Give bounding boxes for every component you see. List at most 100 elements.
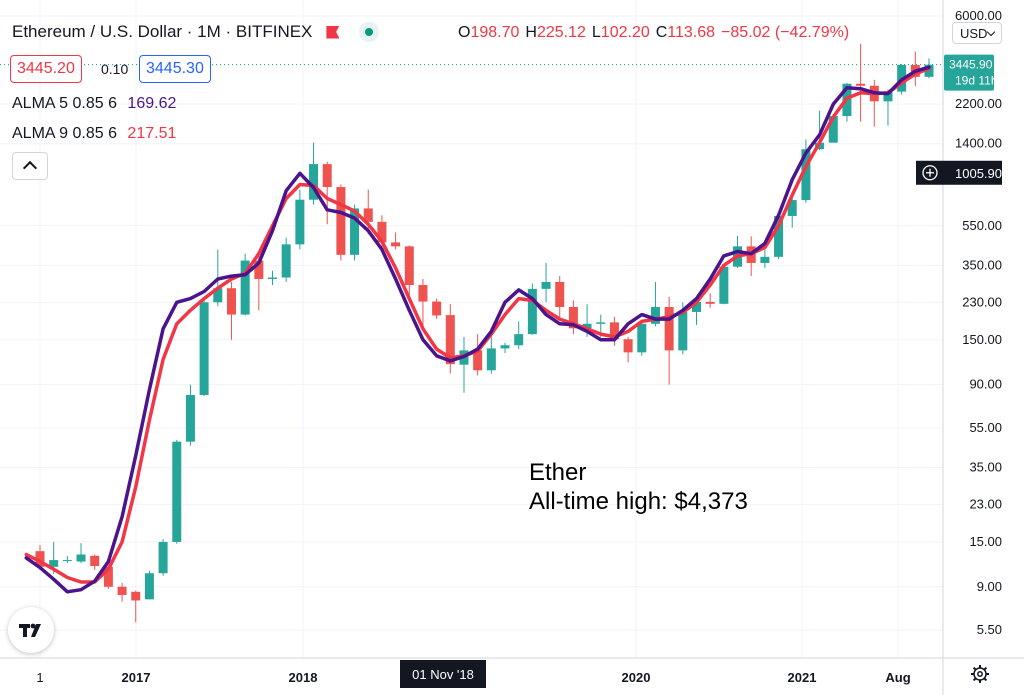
indicator-alma5[interactable]: ALMA 5 0.85 6 169.62 bbox=[12, 95, 176, 113]
candle-body bbox=[350, 208, 360, 255]
candle-body bbox=[144, 573, 154, 600]
price-tick-label: 15.00 bbox=[969, 534, 1002, 549]
bid-price-button[interactable]: 3445.20 bbox=[10, 55, 82, 83]
candle-body bbox=[637, 323, 647, 353]
candle-body bbox=[62, 560, 72, 562]
time-tick-label: Aug bbox=[885, 670, 910, 685]
candle-body bbox=[158, 541, 168, 574]
candle-body bbox=[445, 315, 455, 365]
candle-body bbox=[787, 200, 797, 216]
candle-body bbox=[828, 116, 838, 143]
indicator-alma9-label: ALMA 9 0.85 6 bbox=[12, 125, 117, 142]
time-tick-label: 2018 bbox=[289, 670, 318, 685]
price-tick-label: 150.00 bbox=[962, 332, 1002, 347]
time-tick-label: 1 bbox=[36, 670, 43, 685]
candle-body bbox=[103, 566, 113, 587]
price-tick-label: 230.00 bbox=[962, 294, 1002, 309]
candle-body bbox=[691, 301, 701, 312]
candle-body bbox=[473, 350, 483, 371]
ohlc-key: O bbox=[458, 24, 471, 41]
indicator-alma5-value: 169.62 bbox=[127, 95, 177, 112]
candle-body bbox=[555, 281, 565, 307]
candle-body bbox=[172, 441, 182, 542]
chart-annotation: Ether All-time high: $4,373 bbox=[529, 458, 748, 516]
candle-body bbox=[856, 83, 866, 86]
price-tick-label: 1400.00 bbox=[955, 136, 1002, 151]
price-tick-label: 350.00 bbox=[962, 257, 1002, 272]
candle-body bbox=[774, 215, 784, 257]
candle-body bbox=[609, 322, 619, 340]
plus-circle-icon bbox=[922, 165, 938, 181]
last-price-label: 3445.90 bbox=[949, 58, 993, 72]
candle-body bbox=[404, 246, 414, 286]
currency-select[interactable]: USD bbox=[952, 22, 1002, 44]
ohlc-value: 113.68 bbox=[667, 24, 716, 41]
candle-body bbox=[883, 91, 893, 102]
candle-body bbox=[486, 348, 496, 371]
time-tick-label: 2021 bbox=[788, 670, 817, 685]
candle-body bbox=[391, 242, 401, 247]
price-tick-label: 9.00 bbox=[977, 579, 1002, 594]
candle-body bbox=[90, 555, 100, 567]
alma5-line bbox=[24, 65, 931, 594]
ohlc-key: C bbox=[655, 24, 668, 41]
candle-body bbox=[432, 301, 442, 316]
ohlc-value: 198.70 bbox=[470, 24, 520, 41]
countdown-label: 19d 11h bbox=[955, 74, 998, 88]
indicator-alma9[interactable]: ALMA 9 0.85 6 217.51 bbox=[12, 125, 176, 143]
candle-body bbox=[719, 266, 729, 304]
price-tick-label: 35.00 bbox=[969, 460, 1002, 475]
ohlc-key: L bbox=[591, 24, 601, 41]
annotation-line-1: Ether bbox=[529, 459, 587, 486]
candle-body bbox=[801, 149, 811, 201]
indicator-alma9-value: 217.51 bbox=[127, 125, 177, 142]
spread-value: 0.10 bbox=[101, 61, 129, 77]
candle-body bbox=[185, 394, 195, 442]
candle-body bbox=[131, 591, 141, 601]
time-tick-label: 2017 bbox=[122, 670, 151, 685]
tradingview-logo-icon[interactable] bbox=[8, 607, 54, 653]
candle-body bbox=[226, 288, 236, 315]
candle-body bbox=[336, 187, 346, 255]
flag-icon[interactable] bbox=[326, 25, 340, 39]
ask-price-button[interactable]: 3445.30 bbox=[139, 55, 211, 83]
candle-body bbox=[240, 260, 250, 315]
price-tick-label: 55.00 bbox=[969, 420, 1002, 435]
gear-icon[interactable] bbox=[970, 664, 990, 684]
indicator-alma5-label: ALMA 5 0.85 6 bbox=[12, 95, 117, 112]
market-status-icon bbox=[359, 22, 380, 42]
time-tick-label: 2020 bbox=[622, 670, 651, 685]
candle-body bbox=[281, 244, 291, 278]
candle-body bbox=[363, 208, 373, 222]
crosshair-price-tag bbox=[944, 160, 1002, 185]
symbol-title[interactable]: Ethereum / U.S. Dollar · 1M · BITFINEX bbox=[12, 22, 313, 41]
candle-body bbox=[254, 260, 264, 279]
candle-body bbox=[377, 221, 387, 243]
candle-body bbox=[295, 199, 305, 245]
annotation-line-2: All-time high: $4,373 bbox=[529, 488, 748, 515]
ohlc-value: 225.12 bbox=[536, 24, 586, 41]
ohlc-value: −85.02 (−42.79%) bbox=[721, 24, 850, 41]
candle-body bbox=[213, 288, 223, 303]
ohlc-key: H bbox=[525, 24, 537, 41]
price-tick-label: 90.00 bbox=[969, 377, 1002, 392]
candle-body bbox=[924, 64, 934, 77]
last-price-tag bbox=[944, 54, 994, 91]
candle-body bbox=[35, 551, 45, 567]
price-tick-label: 5.50 bbox=[977, 622, 1002, 637]
price-tick-label: 23.00 bbox=[969, 496, 1002, 511]
symbol-header: Ethereum / U.S. Dollar · 1M · BITFINEX bbox=[12, 22, 380, 42]
crosshair-time-tag bbox=[400, 660, 486, 688]
candle-body bbox=[76, 554, 86, 562]
candle-body bbox=[322, 164, 332, 188]
candle-body bbox=[541, 281, 551, 289]
candle-body bbox=[500, 345, 510, 349]
candle-body bbox=[582, 323, 592, 329]
candle-body bbox=[664, 306, 674, 351]
alma9-line bbox=[24, 66, 931, 584]
candle-body bbox=[568, 306, 578, 329]
candle-body bbox=[49, 560, 59, 567]
collapse-legend-button[interactable] bbox=[12, 152, 48, 180]
